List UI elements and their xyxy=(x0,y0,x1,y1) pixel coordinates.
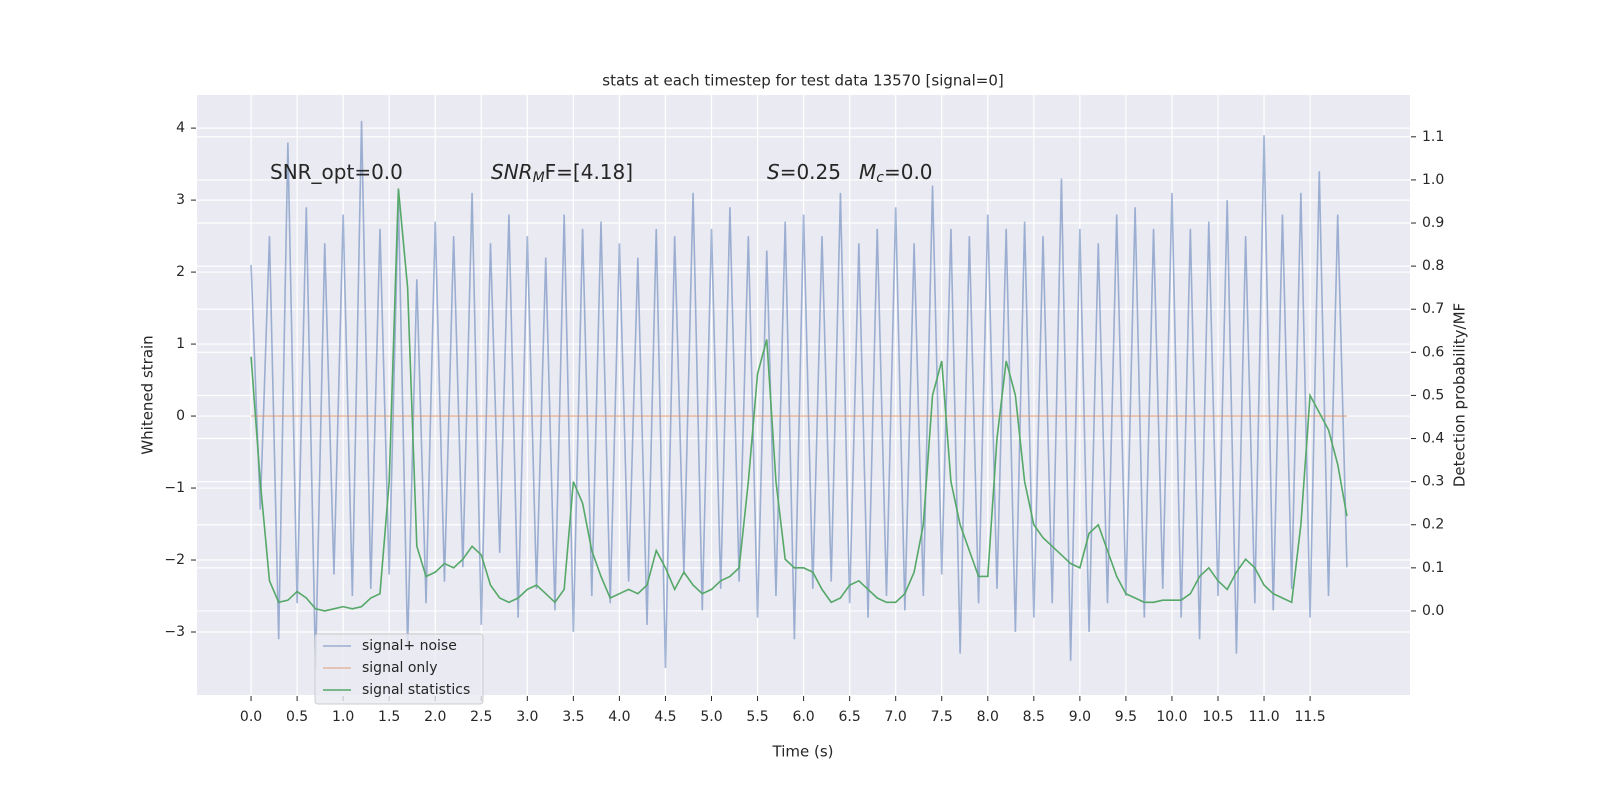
y2-tick-label: 0.9 xyxy=(1422,215,1444,231)
y2-tick-label: 0.7 xyxy=(1422,301,1444,317)
y2-tick-label: 0.4 xyxy=(1422,431,1444,447)
annotation-part: SNR_opt=0.0 xyxy=(270,160,403,184)
y-tick-label: 0 xyxy=(176,408,185,424)
x-tick-label: 2.0 xyxy=(424,709,446,725)
annotation-part: M xyxy=(533,170,545,186)
x-tick-label: 7.0 xyxy=(885,709,907,725)
y-tick-label: −3 xyxy=(164,624,185,640)
y-tick-label: −1 xyxy=(164,480,185,496)
y2-tick-label: 0.1 xyxy=(1422,560,1444,576)
y2-tick-label: 0.0 xyxy=(1422,603,1444,619)
annotation-part: =0.25 xyxy=(780,160,841,184)
x-tick-label: 3.0 xyxy=(516,709,538,725)
y-tick-label: 2 xyxy=(176,264,185,280)
y-tick-label: 4 xyxy=(176,120,185,136)
y-tick-label: 3 xyxy=(176,192,185,208)
x-axis-label: Time (s) xyxy=(772,743,834,761)
y2-tick-label: 0.5 xyxy=(1422,387,1444,403)
legend-label: signal+ noise xyxy=(362,638,457,654)
y-axis-label: Whitened strain xyxy=(139,335,157,454)
annotation: SNR_opt=0.0 xyxy=(270,160,403,184)
y-tick-label: −2 xyxy=(164,552,185,568)
annotation-part: c xyxy=(876,170,884,186)
y2-tick-label: 0.2 xyxy=(1422,517,1444,533)
annotation-part: M xyxy=(859,160,876,184)
x-tick-label: 9.0 xyxy=(1069,709,1091,725)
chart-title: stats at each timestep for test data 135… xyxy=(602,72,1003,90)
annotation-part: SNR xyxy=(491,160,533,184)
line-series xyxy=(250,188,1348,612)
y2-tick-label: 1.1 xyxy=(1422,129,1444,145)
x-tick-label: 0.5 xyxy=(286,709,308,725)
x-tick-label: 5.5 xyxy=(746,709,768,725)
y2-tick-label: 1.0 xyxy=(1422,172,1444,188)
x-tick-label: 5.0 xyxy=(700,709,722,725)
x-tick-label: 4.0 xyxy=(608,709,630,725)
annotation-part: F=[4.18] xyxy=(545,160,633,184)
line-series xyxy=(250,120,1348,669)
x-tick-label: 10.5 xyxy=(1202,709,1233,725)
x-tick-label: 10.0 xyxy=(1156,709,1187,725)
y2-axis-label: Detection probability/MF xyxy=(1451,303,1469,487)
x-tick-label: 7.5 xyxy=(931,709,953,725)
x-tick-label: 3.5 xyxy=(562,709,584,725)
annotation-part: =0.0 xyxy=(884,160,933,184)
x-tick-label: 8.0 xyxy=(977,709,999,725)
annotation: Mc=0.0 xyxy=(859,160,933,187)
x-tick-label: 1.5 xyxy=(378,709,400,725)
x-tick-label: 11.5 xyxy=(1294,709,1325,725)
legend: signal+ noise signal only signal statistic… xyxy=(314,633,484,705)
x-tick-label: 4.5 xyxy=(654,709,676,725)
x-tick-label: 0.0 xyxy=(240,709,262,725)
legend-label: signal only xyxy=(362,660,437,676)
x-tick-label: 6.5 xyxy=(839,709,861,725)
x-tick-label: 9.5 xyxy=(1115,709,1137,725)
x-tick-label: 2.5 xyxy=(470,709,492,725)
x-tick-label: 1.0 xyxy=(332,709,354,725)
x-tick-label: 8.5 xyxy=(1023,709,1045,725)
legend-label: signal statistics xyxy=(362,682,470,698)
y2-tick-label: 0.6 xyxy=(1422,344,1444,360)
legend-box xyxy=(314,633,484,705)
x-tick-label: 11.0 xyxy=(1248,709,1279,725)
annotation: S=0.25 xyxy=(767,160,841,184)
x-tick-label: 6.0 xyxy=(792,709,814,725)
y2-tick-label: 0.3 xyxy=(1422,474,1444,490)
annotation-part: S xyxy=(767,160,780,184)
y2-tick-label: 0.8 xyxy=(1422,258,1444,274)
annotation: SNRMF=[4.18] xyxy=(491,160,633,187)
y-tick-label: 1 xyxy=(176,336,185,352)
